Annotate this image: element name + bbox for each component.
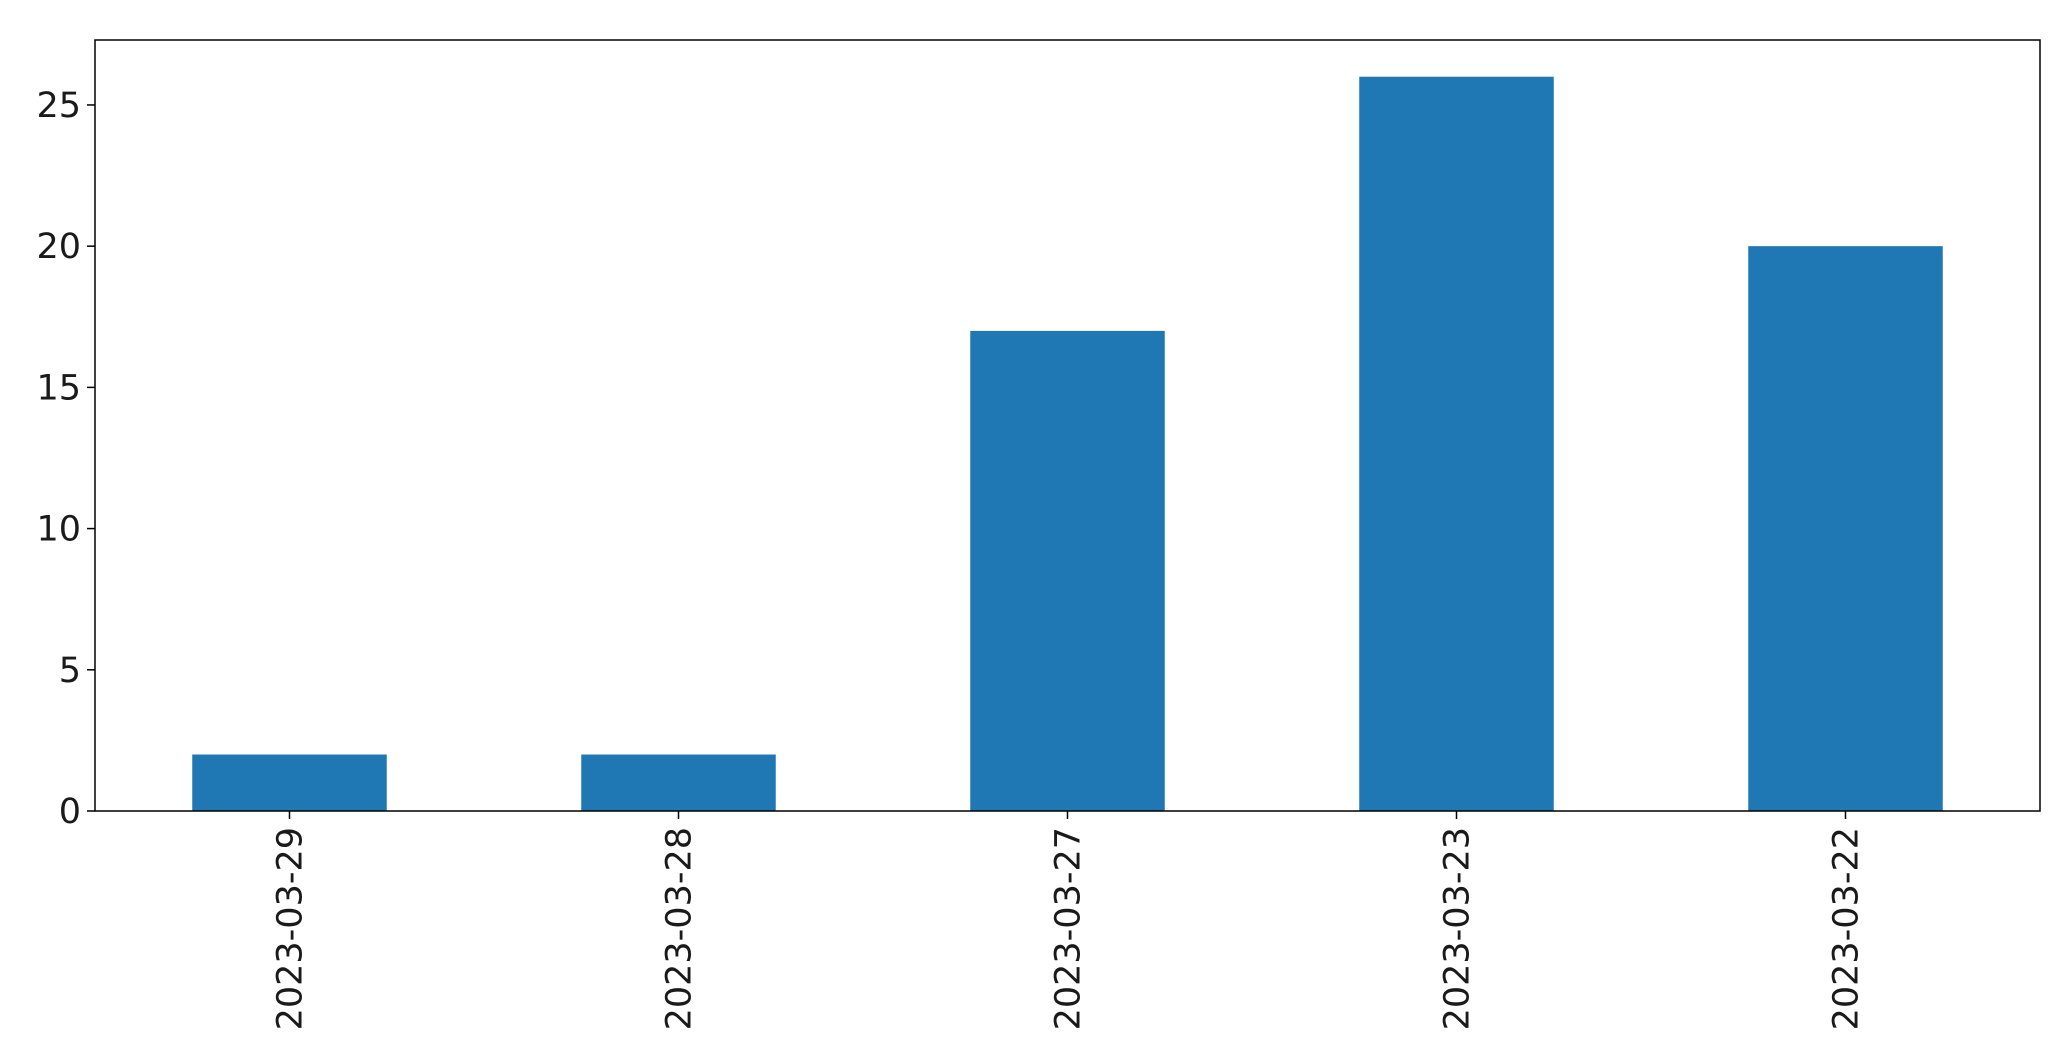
y-tick-label: 25	[36, 86, 81, 126]
bars-group	[192, 76, 1943, 811]
bar-2023-03-22	[1748, 246, 1943, 811]
y-tick-label: 15	[36, 368, 81, 408]
x-axis: 2023-03-29 2023-03-28 2023-03-27 2023-03-23…	[271, 811, 1867, 1030]
x-tick-label: 2023-03-23	[1438, 827, 1478, 1030]
plot-frame	[94, 39, 2041, 812]
bar-2023-03-29	[192, 754, 387, 811]
x-tick-label: 2023-03-29	[271, 827, 311, 1030]
y-tick-label: 20	[36, 227, 81, 267]
y-tick-label: 5	[59, 651, 81, 691]
y-tick-label: 0	[59, 792, 81, 832]
x-tick-label: 2023-03-22	[1827, 827, 1867, 1030]
bar-2023-03-28	[581, 754, 776, 811]
bar-2023-03-27	[970, 330, 1165, 811]
y-axis: 0 5 10 15 20 25	[36, 86, 95, 832]
y-tick-label: 10	[36, 510, 81, 550]
x-tick-label: 2023-03-28	[660, 827, 700, 1030]
x-tick-label: 2023-03-27	[1049, 827, 1089, 1030]
bar-2023-03-23	[1359, 76, 1554, 811]
